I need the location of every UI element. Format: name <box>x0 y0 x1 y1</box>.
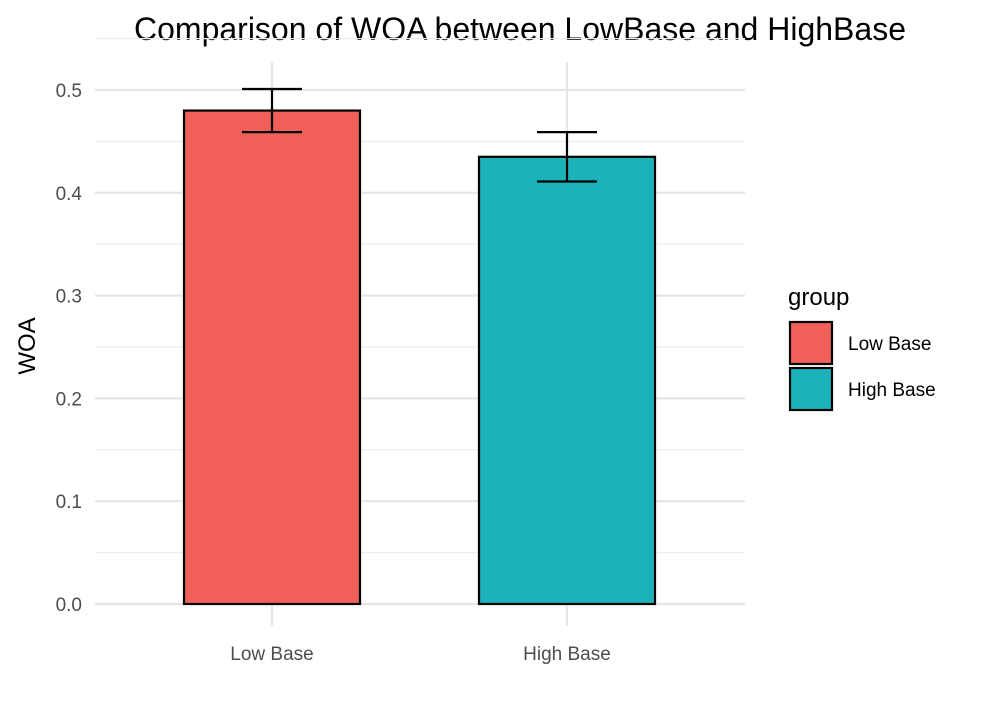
x-tick-label: High Base <box>523 644 611 665</box>
legend-item-low-base: Low Base <box>788 320 931 366</box>
error-bars <box>242 87 597 183</box>
x-tick-label: Low Base <box>230 644 313 665</box>
bars <box>182 109 657 606</box>
y-tick-label: 0.5 <box>56 81 82 102</box>
x-axis-ticks: Low Base High Base <box>230 644 611 665</box>
bar-low-base <box>182 109 362 606</box>
legend-entries: Low Base High Base <box>788 320 936 412</box>
legend-title: group <box>788 284 849 311</box>
legend-label: Low Base <box>848 334 931 355</box>
error-bar-low-base <box>242 87 302 134</box>
chart-title: Comparison of WOA between LowBase and Hi… <box>134 11 906 47</box>
bar-high-base <box>477 155 657 606</box>
y-tick-label: 0.4 <box>56 184 83 205</box>
legend: group Low Base High Base <box>788 284 936 412</box>
y-axis-label: WOA <box>14 317 41 374</box>
y-axis-ticks: 0.0 0.1 0.2 0.3 0.4 0.5 <box>56 81 83 616</box>
legend-label: High Base <box>848 380 936 401</box>
y-tick-label: 0.0 <box>56 595 82 616</box>
legend-item-high-base: High Base <box>788 366 936 412</box>
legend-key <box>788 320 834 366</box>
legend-key <box>788 366 834 412</box>
error-bar-high-base <box>537 131 597 183</box>
y-tick-label: 0.3 <box>56 287 82 308</box>
y-tick-label: 0.2 <box>56 389 82 410</box>
y-tick-label: 0.1 <box>56 492 82 513</box>
